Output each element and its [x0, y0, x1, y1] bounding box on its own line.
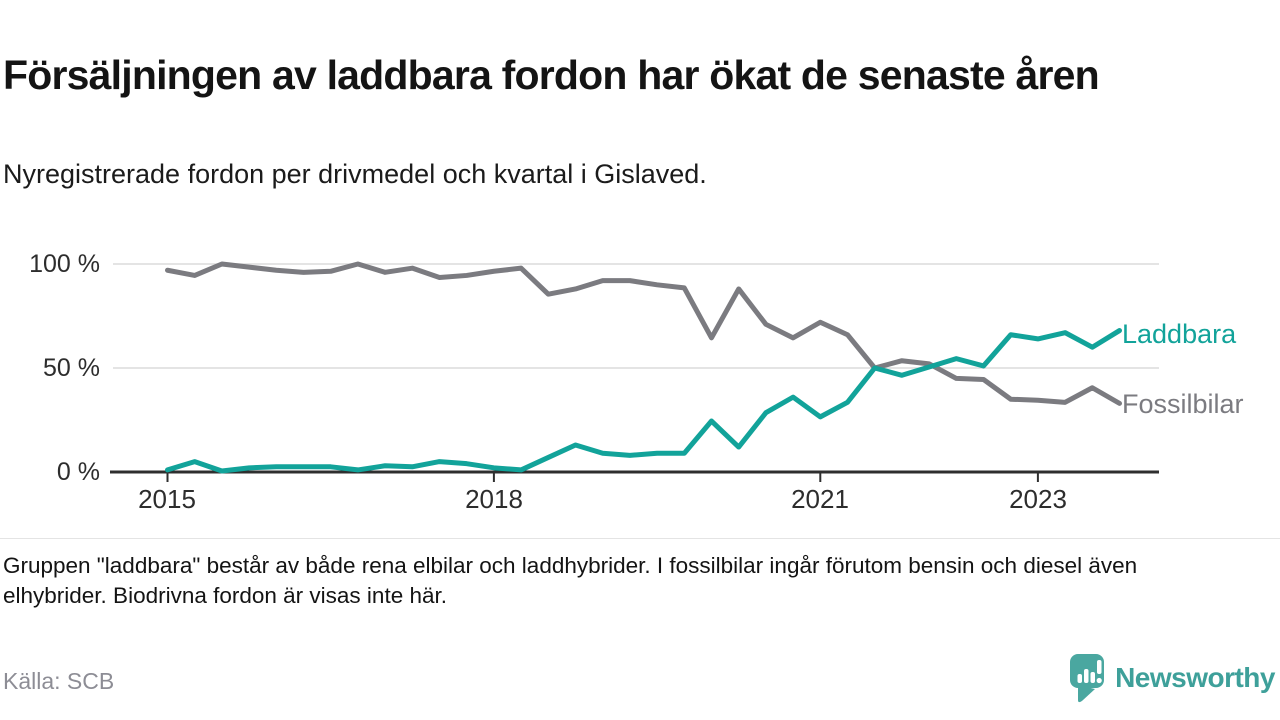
x-axis-label-2023: 2023 [1009, 484, 1067, 514]
y-axis-label-0: 0 % [56, 458, 100, 486]
newsworthy-logo-icon [1070, 654, 1105, 703]
footer-divider [0, 538, 1280, 539]
x-axis-label-2021: 2021 [791, 484, 849, 514]
legend-fossilbilar: Fossilbilar [1122, 389, 1244, 419]
source-text: Källa: SCB [3, 668, 115, 694]
newsworthy-branding: Newsworthy [1069, 650, 1275, 706]
x-axis-label-2018: 2018 [465, 484, 523, 514]
y-axis-label-100: 100 % [29, 250, 100, 278]
legend-laddbara: Laddbara [1122, 319, 1237, 349]
newsworthy-logo [1069, 651, 1105, 705]
page-title: Försäljningen av laddbara fordon har öka… [3, 52, 1100, 99]
newsworthy-logo-text: Newsworthy [1115, 662, 1275, 693]
x-axis-label-2015: 2015 [138, 484, 196, 514]
y-axis-label-50: 50 % [43, 354, 100, 382]
chart-subtitle: Nyregistrerade fordon per drivmedel och … [3, 159, 707, 189]
footnote: Gruppen "laddbara" består av både rena e… [3, 553, 1138, 608]
